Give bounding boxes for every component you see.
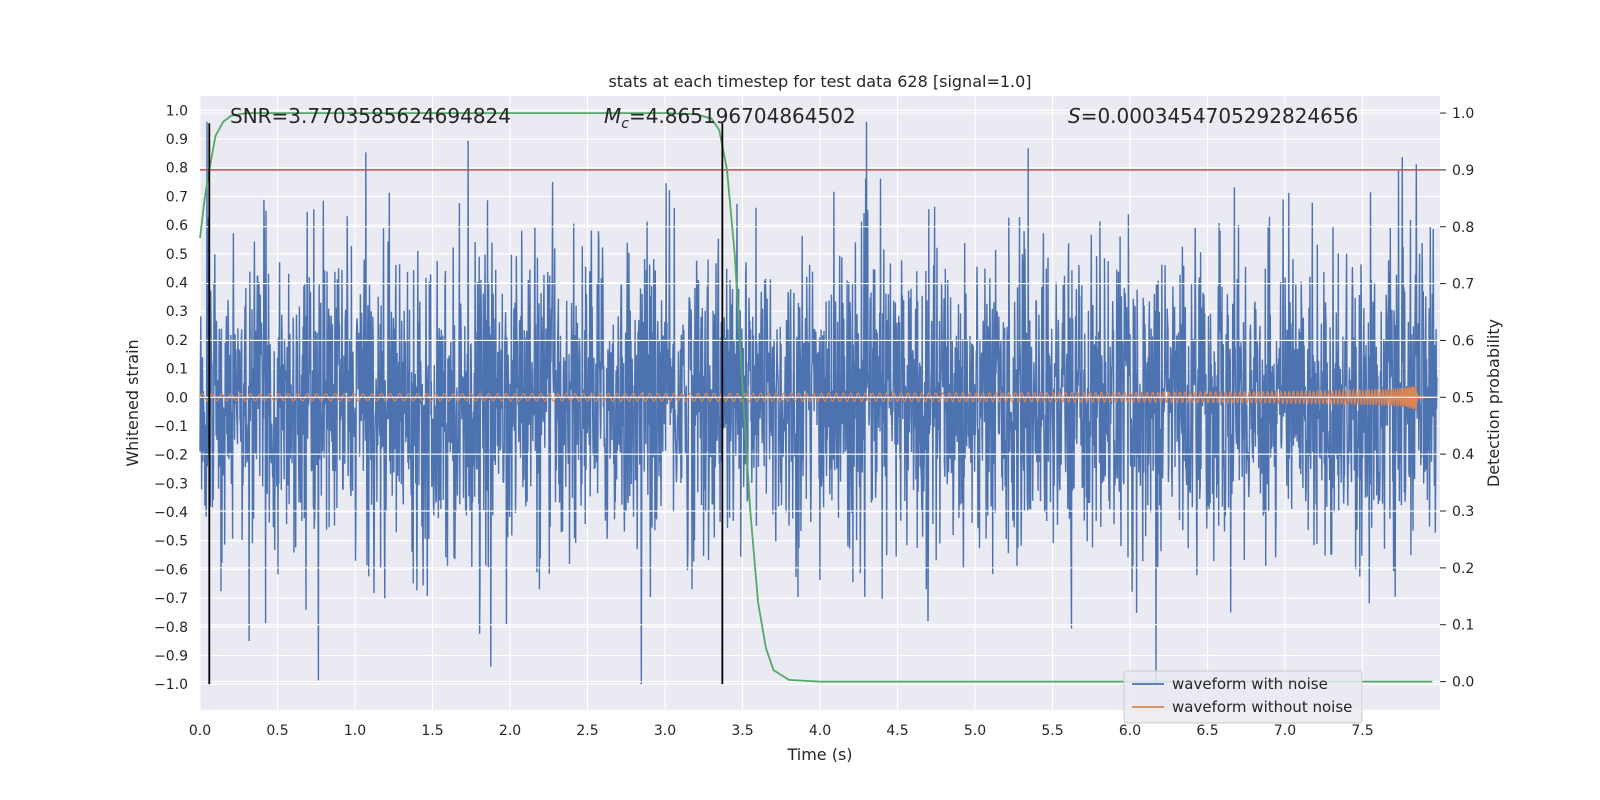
x-tick-label: 5.5 xyxy=(1041,723,1063,739)
x-tick-label: 1.0 xyxy=(344,723,366,739)
x-tick-label: 0.5 xyxy=(266,723,288,739)
y-tick-label-left: 0.0 xyxy=(166,390,188,406)
y-tick-label-left: −0.5 xyxy=(154,534,188,550)
chirp-mass-value: =4.865196704864502 xyxy=(629,104,856,128)
y-axis-label-right: Detection probability xyxy=(1484,319,1503,487)
legend: waveform with noise waveform without noi… xyxy=(1123,670,1363,724)
series-waveform-without-noise xyxy=(199,384,1434,411)
x-tick-label: 3.5 xyxy=(731,723,753,739)
series-waveform-with-noise xyxy=(199,121,1438,685)
x-tick-label: 3.0 xyxy=(654,723,676,739)
chart-title: stats at each timestep for test data 628… xyxy=(608,72,1031,91)
series-layer xyxy=(199,112,1440,685)
markers-layer xyxy=(199,112,1440,685)
y-tick-label-left: 0.1 xyxy=(166,362,188,378)
y-tick-label-left: 0.7 xyxy=(166,189,188,205)
y-tick-label-right: 0.1 xyxy=(1452,618,1474,634)
y-tick-label-right: 1.0 xyxy=(1452,106,1474,122)
y-tick-label-left: −0.3 xyxy=(154,476,188,492)
y-axis-label-left: Whitened strain xyxy=(123,339,142,466)
series-detection-probability xyxy=(199,112,1433,683)
y-tick-label-right: 0.2 xyxy=(1452,561,1474,577)
y-tick-label-right: 0.0 xyxy=(1452,675,1474,691)
y-tick-label-left: −0.9 xyxy=(154,648,188,664)
x-tick-label: 4.5 xyxy=(886,723,908,739)
x-tick-label: 0.0 xyxy=(189,723,211,739)
chirp-mass-annotation: Mc=4.865196704864502 xyxy=(604,104,856,132)
legend-label-clean: waveform without noise xyxy=(1172,698,1352,716)
x-tick-label: 7.5 xyxy=(1351,723,1373,739)
y-tick-label-left: −0.7 xyxy=(154,591,188,607)
x-tick-label: 2.5 xyxy=(576,723,598,739)
y-tick-label-left: 0.9 xyxy=(166,132,188,148)
y-tick-label-left: 0.3 xyxy=(166,304,188,320)
y-tick-label-right: 0.3 xyxy=(1452,504,1474,520)
s-value: =0.0003454705292824656 xyxy=(1081,104,1359,128)
y-tick-label-left: −0.4 xyxy=(154,505,188,521)
legend-label-noise: waveform with noise xyxy=(1172,675,1328,693)
y-tick-label-left: −0.2 xyxy=(154,448,188,464)
y-tick-label-left: 0.8 xyxy=(166,161,188,177)
chirp-mass-subscript: c xyxy=(621,116,629,132)
x-tick-label: 5.0 xyxy=(964,723,986,739)
x-axis-label: Time (s) xyxy=(786,745,852,764)
y-tick-label-right: 0.9 xyxy=(1452,163,1474,179)
y-tick-label-left: 0.2 xyxy=(166,333,188,349)
x-tick-label: 2.0 xyxy=(499,723,521,739)
legend-box xyxy=(1123,670,1363,724)
x-tick-label: 7.0 xyxy=(1274,723,1296,739)
grid-right xyxy=(200,112,1440,683)
y-tick-label-right: 0.8 xyxy=(1452,220,1474,236)
y-tick-label-right: 0.7 xyxy=(1452,277,1474,293)
y-tick-label-right: 0.6 xyxy=(1452,333,1474,349)
x-tick-label: 6.5 xyxy=(1196,723,1218,739)
y-tick-label-left: 0.6 xyxy=(166,218,188,234)
s-symbol: S xyxy=(1068,104,1081,128)
x-tick-label: 6.0 xyxy=(1119,723,1141,739)
x-tick-label: 1.5 xyxy=(421,723,443,739)
y-tick-label-left: −0.6 xyxy=(154,562,188,578)
y-tick-label-left: −0.1 xyxy=(154,419,188,435)
ticks-layer: 1.0 0.9 0.8 0.7 0.6 0.5 0.4 0.3 0.2 0.1 0.0 −0.1 −0.… xyxy=(154,103,1474,739)
y-tick-label-right: 0.5 xyxy=(1452,390,1474,406)
y-tick-label-left: 0.4 xyxy=(166,275,188,291)
y-tick-label-right: 0.4 xyxy=(1452,447,1474,463)
snr-annotation: SNR=3.7703585624694824 xyxy=(230,104,511,128)
y-tick-label-left: 1.0 xyxy=(166,103,188,119)
chirp-mass-symbol: M xyxy=(604,104,621,128)
s-annotation: S=0.0003454705292824656 xyxy=(1068,104,1358,128)
y-tick-label-left: −0.8 xyxy=(154,620,188,636)
x-tick-label: 4.0 xyxy=(809,723,831,739)
y-tick-label-left: −1.0 xyxy=(154,677,188,693)
y-tick-label-left: 0.5 xyxy=(166,247,188,263)
